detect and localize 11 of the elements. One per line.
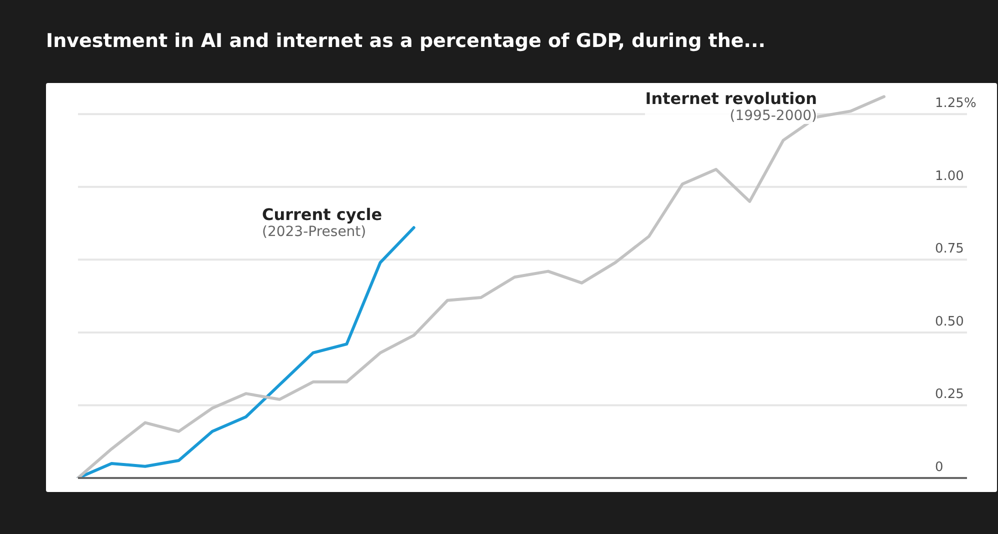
y-tick-label: 1.00 — [935, 168, 964, 184]
y-tick-label: 1.25% — [935, 96, 976, 112]
y-tick-label: 0.25 — [935, 387, 964, 402]
chart-title: Investment in AI and internet as a percentage of GDP, during the... — [46, 30, 766, 52]
y-tick-label: 0.50 — [935, 314, 964, 330]
annotation: (2023-Present) — [262, 224, 368, 240]
annotation: (1995-2000) — [728, 108, 817, 124]
series-label: Current cycle — [262, 205, 382, 224]
y-tick-label: 0.75 — [935, 242, 964, 257]
y-tick-label: 0 — [935, 460, 944, 475]
series-label: Internet revolution — [645, 89, 817, 108]
